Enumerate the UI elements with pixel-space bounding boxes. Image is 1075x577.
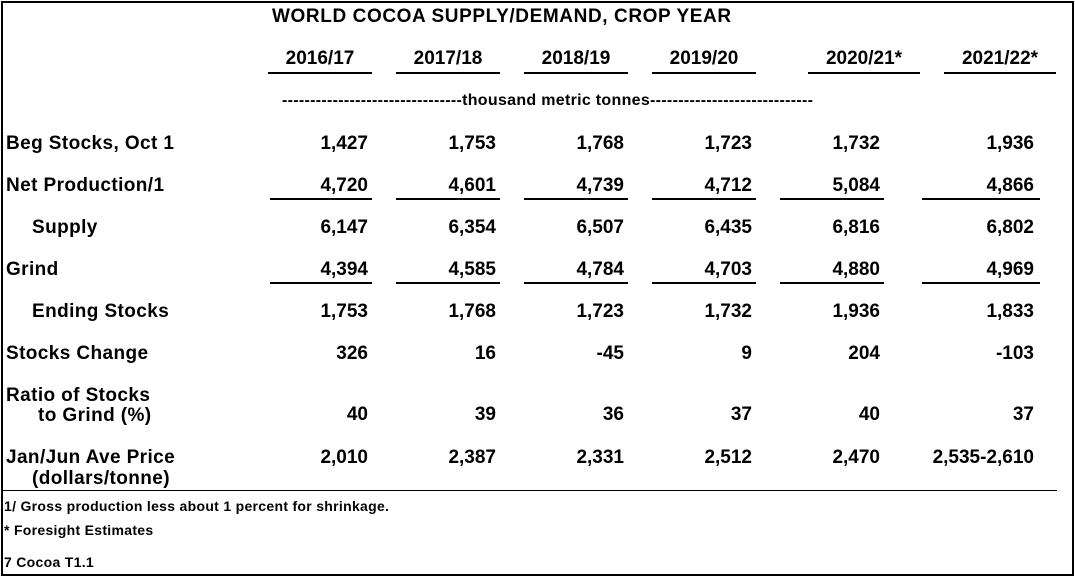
sum-underline bbox=[652, 282, 756, 284]
year-header: 2019/20 bbox=[669, 48, 739, 69]
table-cell: 4,601 bbox=[448, 175, 496, 196]
year-header: 2021/22* bbox=[961, 48, 1039, 69]
table-cell: 6,802 bbox=[986, 217, 1034, 238]
row-label-supply: Supply bbox=[32, 217, 98, 238]
row-label-stocks-change: Stocks Change bbox=[6, 343, 149, 364]
year-header: 2016/17 bbox=[285, 48, 355, 69]
footnote: * Foresight Estimates bbox=[4, 522, 154, 538]
table-cell: 40 bbox=[858, 404, 880, 425]
row-label-net-production: Net Production/1 bbox=[6, 175, 165, 196]
table-cell: 36 bbox=[602, 404, 624, 425]
table-cell: 1,753 bbox=[448, 133, 496, 154]
table-cell: 16 bbox=[474, 343, 496, 364]
table-cell: 2,331 bbox=[576, 447, 624, 468]
year-header: 2017/18 bbox=[413, 48, 483, 69]
table-cell: 1,768 bbox=[448, 301, 496, 322]
table-cell: 1,732 bbox=[704, 301, 752, 322]
table-cell: -103 bbox=[995, 343, 1034, 364]
table-cell: 4,969 bbox=[986, 259, 1034, 280]
table-cell: 4,585 bbox=[448, 259, 496, 280]
table-cell: -45 bbox=[596, 343, 624, 364]
sum-underline bbox=[270, 198, 372, 200]
sum-underline bbox=[922, 282, 1040, 284]
table-cell: 1,753 bbox=[320, 301, 368, 322]
table-cell: 4,784 bbox=[576, 259, 624, 280]
table-cell: 2,535-2,610 bbox=[932, 447, 1034, 468]
header-underline bbox=[652, 72, 756, 74]
table-cell: 37 bbox=[1012, 404, 1034, 425]
table-cell: 6,816 bbox=[832, 217, 880, 238]
table-cell: 326 bbox=[336, 343, 368, 364]
table-cell: 1,723 bbox=[704, 133, 752, 154]
table-cell: 6,354 bbox=[448, 217, 496, 238]
header-underline bbox=[396, 72, 500, 74]
sum-underline bbox=[270, 282, 372, 284]
table-cell: 5,084 bbox=[832, 175, 880, 196]
table-cell: 4,739 bbox=[576, 175, 624, 196]
table-cell: 2,387 bbox=[448, 447, 496, 468]
row-label-ending-stocks: Ending Stocks bbox=[32, 301, 170, 322]
row-label-ratio-line2: to Grind (%) bbox=[38, 405, 152, 426]
footnote: 1/ Gross production less about 1 percent… bbox=[4, 498, 390, 514]
units-label: --------------------------------thousand… bbox=[282, 92, 814, 109]
page-title: WORLD COCOA SUPPLY/DEMAND, CROP YEAR bbox=[272, 6, 732, 27]
year-header: 2020/21* bbox=[825, 48, 903, 69]
row-label-grind: Grind bbox=[6, 259, 59, 280]
table-cell: 39 bbox=[474, 404, 496, 425]
sum-underline bbox=[524, 282, 628, 284]
header-underline bbox=[524, 72, 628, 74]
row-label-price: Jan/Jun Ave Price bbox=[6, 447, 176, 468]
row-label-beg-stocks: Beg Stocks, Oct 1 bbox=[6, 133, 175, 154]
table-cell: 37 bbox=[730, 404, 752, 425]
sum-underline bbox=[652, 198, 756, 200]
year-header: 2018/19 bbox=[541, 48, 611, 69]
sum-underline bbox=[780, 282, 884, 284]
table-cell: 2,512 bbox=[704, 447, 752, 468]
sum-underline bbox=[396, 198, 500, 200]
row-label-price-line2: (dollars/tonne) bbox=[32, 468, 170, 489]
table-cell: 4,866 bbox=[986, 175, 1034, 196]
table-cell: 1,936 bbox=[832, 301, 880, 322]
table-cell: 4,720 bbox=[320, 175, 368, 196]
sum-underline bbox=[524, 198, 628, 200]
table-cell: 204 bbox=[848, 343, 880, 364]
footnote-divider bbox=[3, 490, 1057, 491]
table-cell: 6,435 bbox=[704, 217, 752, 238]
table-cell: 1,936 bbox=[986, 133, 1034, 154]
header-underline bbox=[944, 72, 1056, 74]
table-cell: 4,712 bbox=[704, 175, 752, 196]
table-cell: 2,470 bbox=[832, 447, 880, 468]
row-label-ratio: Ratio of Stocks bbox=[6, 385, 151, 406]
table-id: 7 Cocoa T1.1 bbox=[4, 554, 94, 570]
sum-underline bbox=[922, 198, 1040, 200]
sum-underline bbox=[396, 282, 500, 284]
table-cell: 1,833 bbox=[986, 301, 1034, 322]
header-underline bbox=[268, 72, 372, 74]
table-cell: 1,427 bbox=[320, 133, 368, 154]
table-cell: 40 bbox=[346, 404, 368, 425]
header-underline bbox=[808, 72, 920, 74]
table-cell: 1,732 bbox=[832, 133, 880, 154]
table-cell: 4,703 bbox=[704, 259, 752, 280]
table-cell: 2,010 bbox=[320, 447, 368, 468]
table-cell: 1,723 bbox=[576, 301, 624, 322]
table-cell: 4,394 bbox=[320, 259, 368, 280]
table-cell: 1,768 bbox=[576, 133, 624, 154]
table-cell: 6,507 bbox=[576, 217, 624, 238]
table-cell: 9 bbox=[741, 343, 752, 364]
table-cell: 4,880 bbox=[832, 259, 880, 280]
sum-underline bbox=[780, 198, 884, 200]
table-cell: 6,147 bbox=[320, 217, 368, 238]
